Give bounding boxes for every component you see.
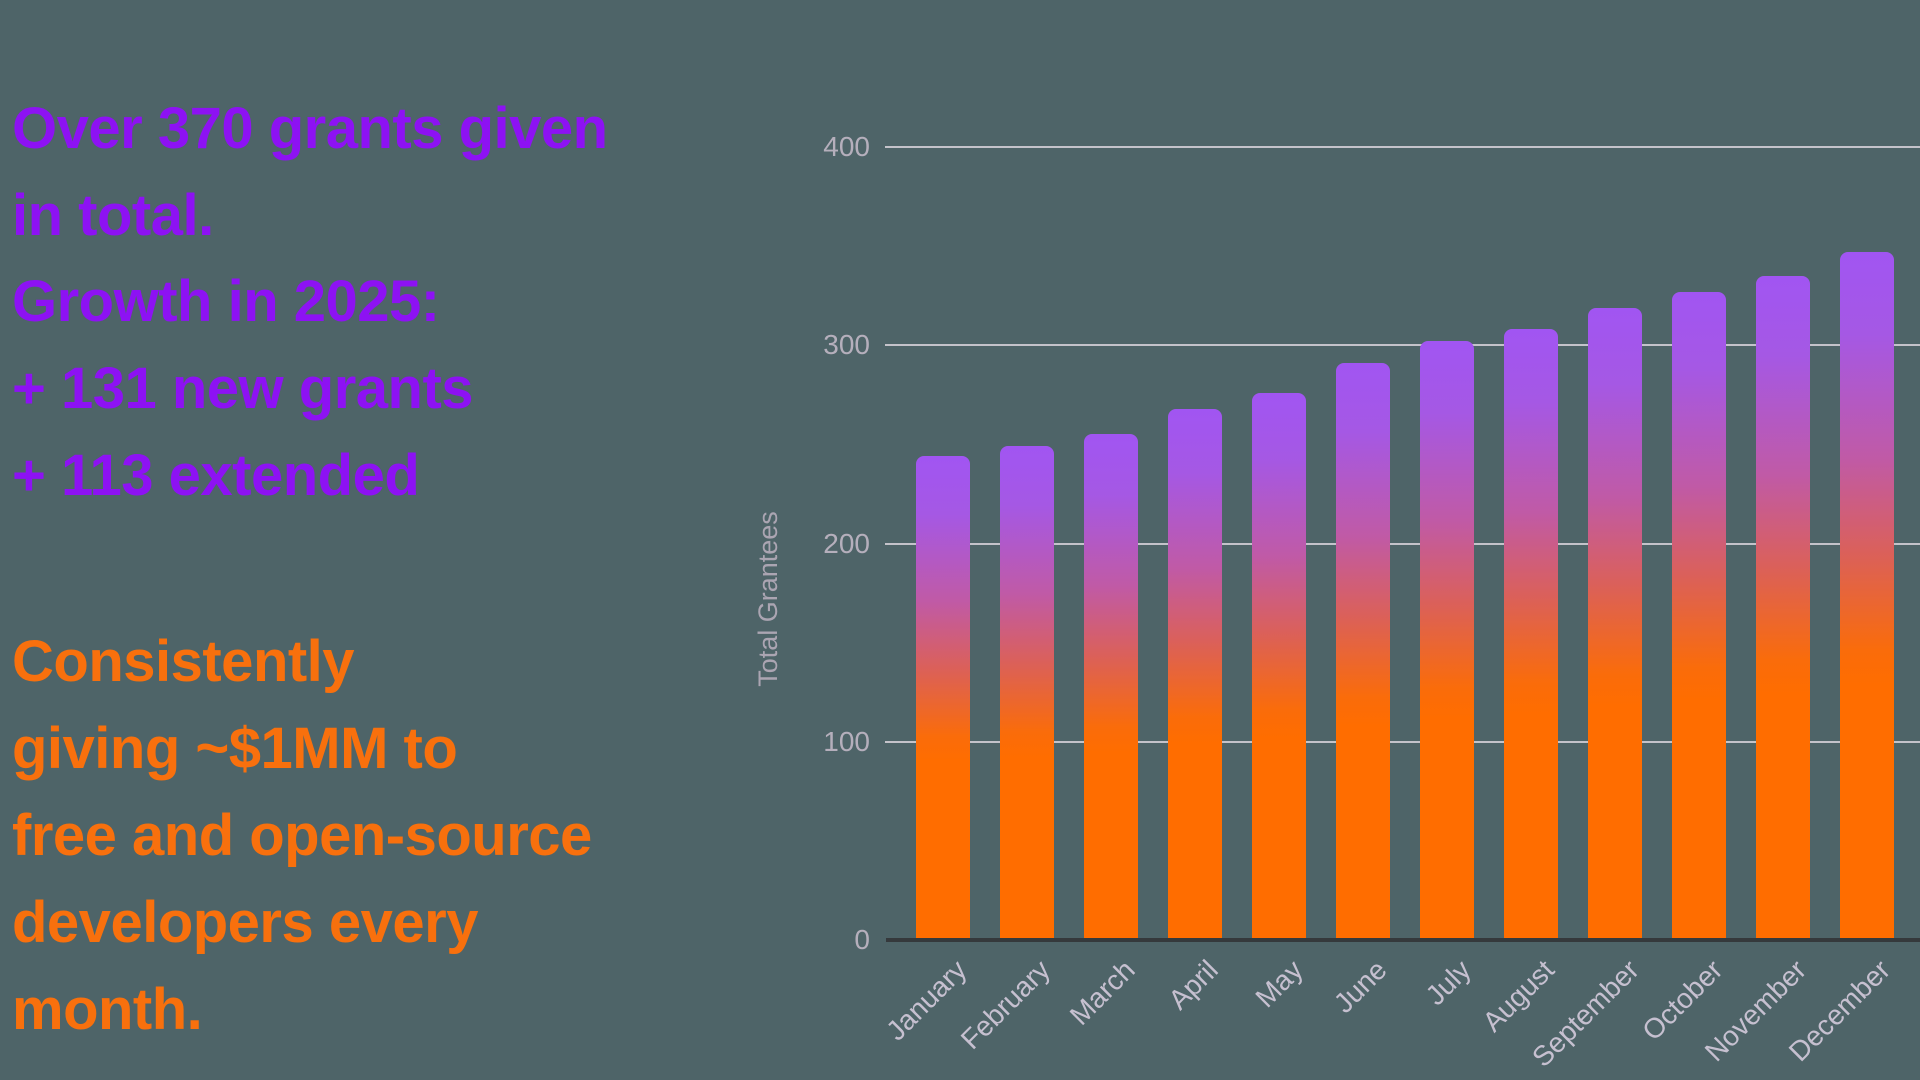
bar-september <box>1587 307 1642 940</box>
bar-december <box>1839 252 1894 940</box>
y-tick-label-100: 100 <box>823 725 870 757</box>
gridline-300 <box>885 344 1920 347</box>
giving-line-4: developers every month. <box>12 890 478 1042</box>
x-tick-label-june: June <box>1327 954 1393 1019</box>
x-tick-label-march: March <box>1063 954 1141 1031</box>
bar-july <box>1419 341 1474 940</box>
bar-november <box>1755 275 1810 940</box>
headline-total-grants: Over 370 grants given in total. <box>12 96 608 248</box>
bar-april <box>1167 408 1222 940</box>
growth-line-2: + 131 new grants <box>12 356 474 421</box>
bar-june <box>1335 363 1390 940</box>
bar-march <box>1083 434 1138 940</box>
y-axis-title: Total Grantees <box>753 511 783 687</box>
gridline-100 <box>885 740 1920 743</box>
giving-line-3: free and open-source <box>12 803 592 868</box>
x-axis-line <box>886 938 1920 942</box>
y-tick-label-200: 200 <box>823 527 870 559</box>
y-tick-label-400: 400 <box>823 131 870 162</box>
growth-line-1: Growth in 2025: <box>12 269 440 334</box>
growth-2025-block: Growth in 2025: + 131 new grants + 113 e… <box>12 258 672 519</box>
monthly-giving-block: Consistently giving ~$1MM to free and op… <box>12 618 672 1053</box>
bar-january <box>915 456 970 940</box>
growth-line-3: + 113 extended <box>12 443 420 508</box>
x-tick-label-july: July <box>1419 954 1477 1012</box>
x-tick-label-april: April <box>1162 954 1225 1016</box>
bar-may <box>1251 392 1306 940</box>
y-tick-label-0: 0 <box>854 924 870 955</box>
gridline-200 <box>885 542 1920 545</box>
x-tick-label-august: August <box>1476 954 1561 1038</box>
giving-line-2: giving ~$1MM to <box>12 716 458 781</box>
giving-line-1: Consistently <box>12 629 355 694</box>
bar-october <box>1671 291 1726 940</box>
bar-august <box>1503 329 1558 940</box>
x-tick-label-may: May <box>1249 954 1309 1014</box>
y-tick-label-300: 300 <box>823 329 870 361</box>
x-tick-label-february: February <box>955 954 1057 1056</box>
gridline-400 <box>885 146 1920 148</box>
bar-february <box>999 446 1054 940</box>
